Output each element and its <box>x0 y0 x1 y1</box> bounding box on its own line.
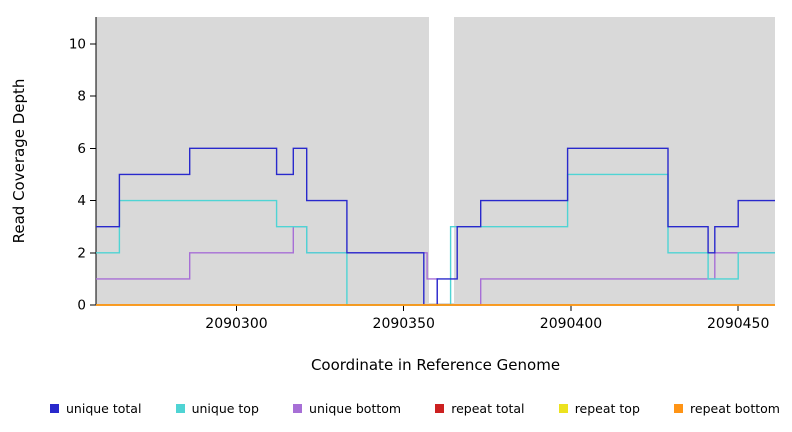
coverage-gap-band <box>428 10 454 303</box>
y-tick-label: 2 <box>77 245 86 261</box>
legend-item-unique-total: unique total <box>50 401 141 416</box>
legend-label-repeat-top: repeat top <box>574 401 640 416</box>
y-tick-label: 6 <box>77 141 86 157</box>
series-line-unique-top <box>96 173 775 306</box>
legend-item-unique-top: unique top <box>175 401 259 416</box>
legend-swatch-unique-total <box>50 404 59 413</box>
legend-label-unique-bottom: unique bottom <box>309 401 402 416</box>
legend-label-repeat-bottom: repeat bottom <box>690 401 780 416</box>
legend: unique total unique top unique bottom repea… <box>50 401 780 416</box>
x-tick-label: 2090400 <box>540 316 602 332</box>
y-tick-label: 0 <box>77 298 86 314</box>
series-line-unique-bottom <box>96 226 775 306</box>
legend-item-repeat-total: repeat total <box>435 401 525 416</box>
coverage-plot: 0 2 4 6 8 10 2090300 2090350 2090400 2090450 <box>68 10 775 332</box>
y-tick-label: 10 <box>69 36 86 52</box>
legend-swatch-unique-bottom <box>293 404 303 413</box>
y-tick-label: 8 <box>77 89 86 105</box>
x-tick-label: 2090450 <box>707 316 769 332</box>
legend-label-unique-total: unique total <box>66 401 142 416</box>
y-tick-label: 4 <box>77 193 86 209</box>
legend-swatch-repeat-total <box>435 404 445 413</box>
legend-item-repeat-bottom: repeat bottom <box>674 401 780 416</box>
x-axis-title: Coordinate in Reference Genome <box>310 356 561 374</box>
legend-item-repeat-top: repeat top <box>558 401 640 416</box>
y-axis-title: Read Coverage Depth <box>10 78 28 244</box>
series-line-unique-total <box>96 147 775 306</box>
legend-label-unique-top: unique top <box>191 401 259 416</box>
legend-item-unique-bottom: unique bottom <box>293 401 401 416</box>
x-tick-label: 2090350 <box>373 316 435 332</box>
legend-swatch-repeat-top <box>558 404 568 413</box>
legend-swatch-unique-top <box>175 404 185 413</box>
legend-label-repeat-total: repeat total <box>451 401 525 416</box>
legend-swatch-repeat-bottom <box>674 404 684 413</box>
x-tick-label: 2090300 <box>205 316 267 332</box>
